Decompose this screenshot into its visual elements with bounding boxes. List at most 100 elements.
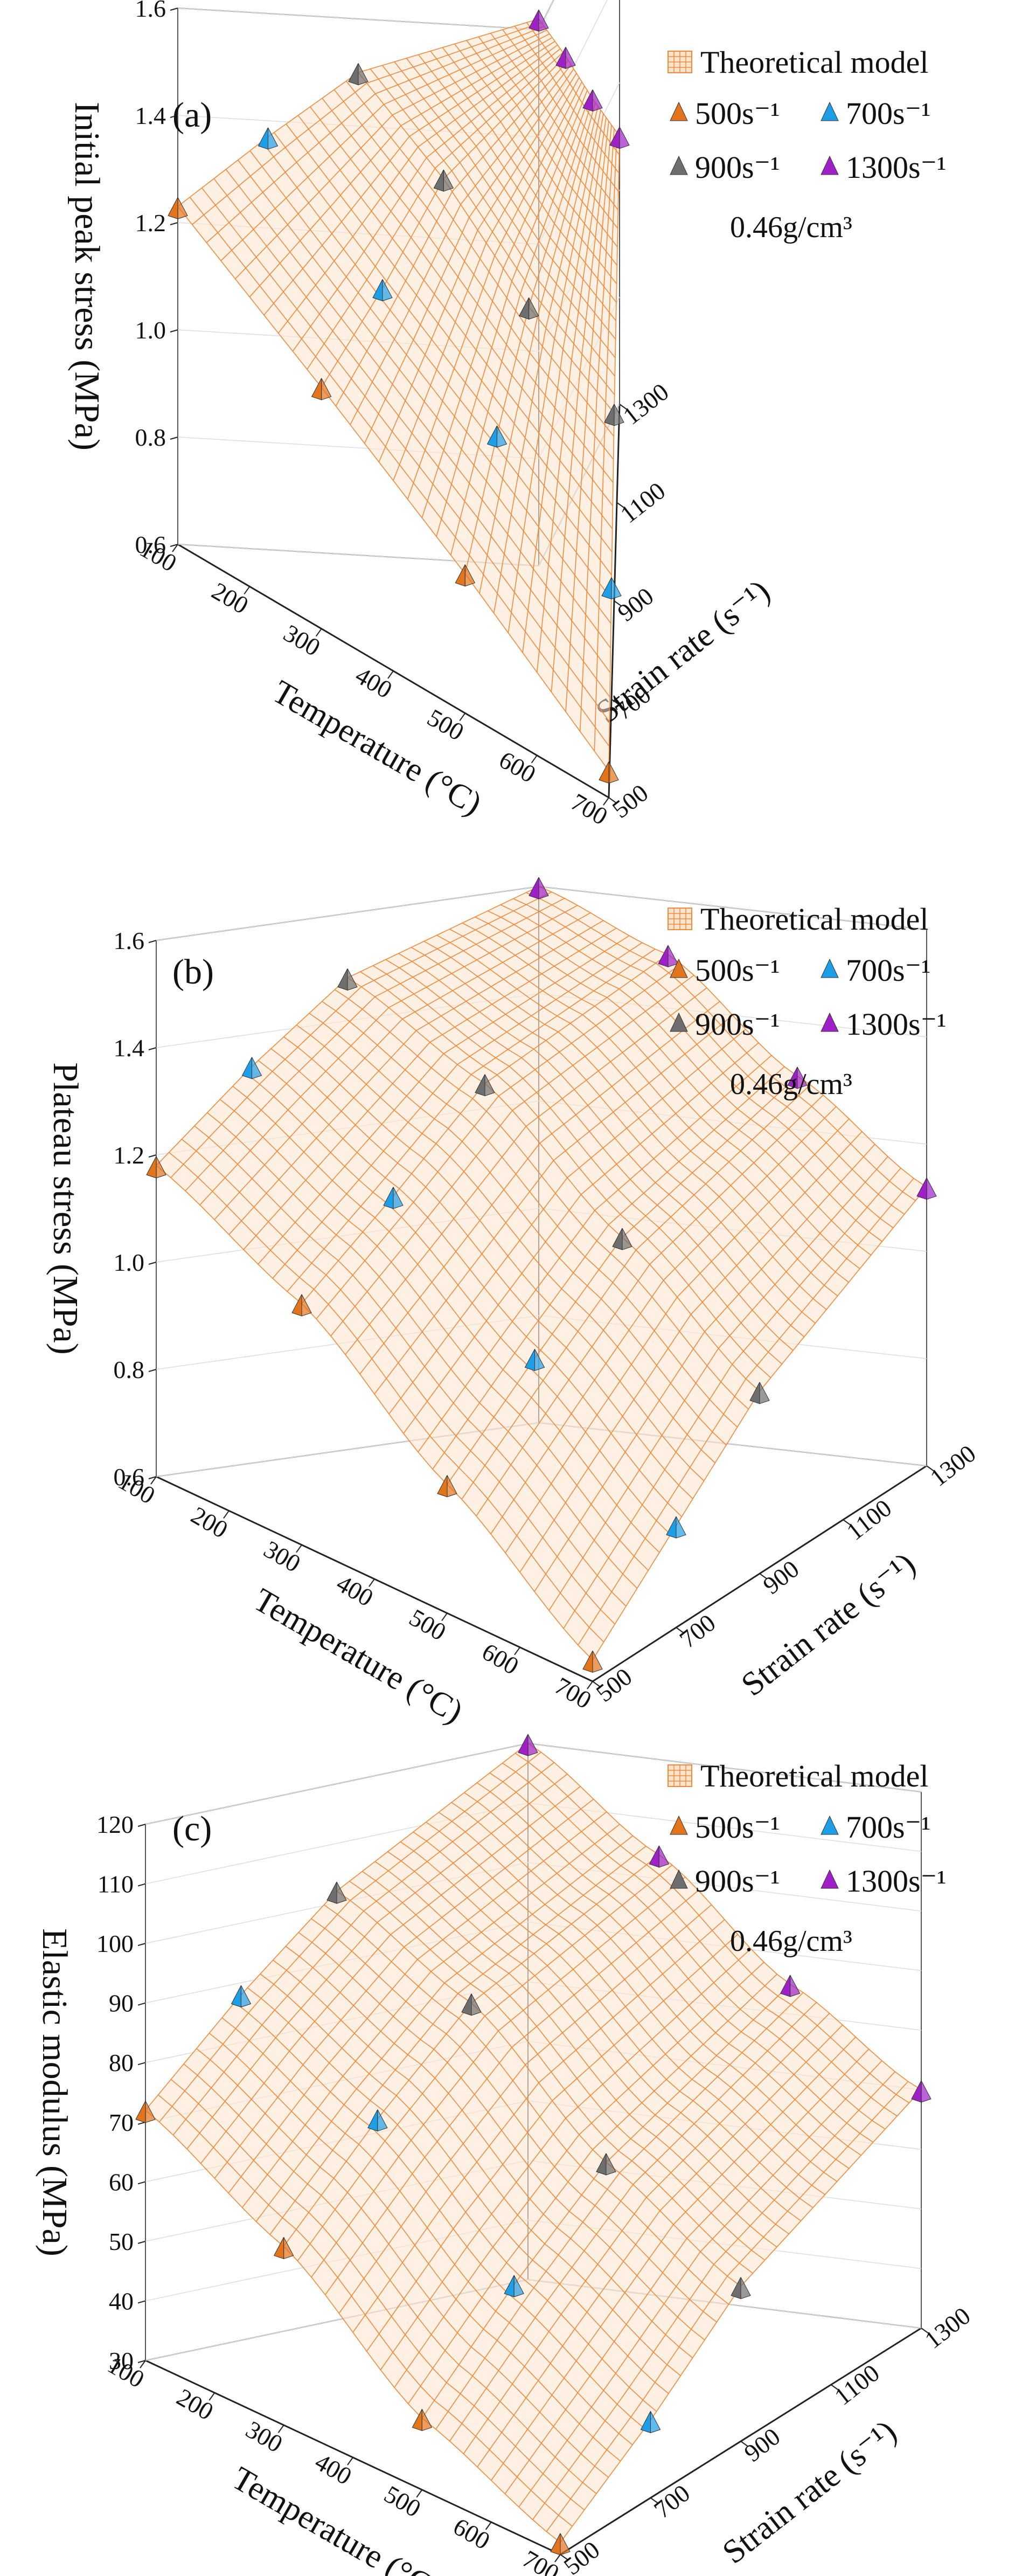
surface-mesh-line xyxy=(526,892,916,1201)
surface-mesh-line xyxy=(196,2048,609,2478)
z-tick-mark xyxy=(137,2181,146,2185)
z-tick-mark xyxy=(170,544,178,547)
legend-marker-900 xyxy=(670,155,688,175)
legend-surface-swatch xyxy=(668,1764,692,1787)
marker-face-right xyxy=(268,127,279,150)
surface-mesh-line xyxy=(333,89,614,460)
data-point-700-T500 xyxy=(504,2275,524,2297)
z-tick-label: 40 xyxy=(109,2287,134,2315)
surface-mesh-line xyxy=(298,1932,705,2340)
legend-marker-700 xyxy=(821,958,839,978)
marker-face-right xyxy=(658,1845,670,1868)
z-tick-label: 100 xyxy=(96,1930,134,1957)
y-tick-mark xyxy=(614,600,622,607)
surface-mesh-line xyxy=(374,1861,777,2248)
marker-face-right xyxy=(759,1382,770,1404)
z-tick-label: 1.0 xyxy=(114,1249,145,1276)
y-tick-mark xyxy=(592,1681,601,1687)
data-point-500-T500 xyxy=(455,564,476,587)
surface-mesh-line xyxy=(260,1973,669,2394)
z-tick-label: 0.6 xyxy=(135,531,166,558)
surface-mesh-line xyxy=(183,2063,597,2494)
marker-face-right xyxy=(252,1057,262,1079)
z-tick-label: 0.6 xyxy=(114,1463,145,1491)
surface-mesh-line xyxy=(194,1125,627,1607)
surface-mesh-line xyxy=(286,123,613,552)
marker-face-right xyxy=(347,968,358,991)
surface-mesh-line xyxy=(322,98,614,483)
legend-marker-500 xyxy=(670,958,688,978)
surface-mesh-line xyxy=(145,2110,561,2543)
surface-mesh-line xyxy=(213,178,610,698)
surface-mesh-line xyxy=(527,1743,922,2090)
legend-label-900: 900s⁻¹ xyxy=(695,150,780,185)
surface-mesh-line xyxy=(430,51,617,303)
surface-mesh-line xyxy=(454,43,617,266)
x-tick-mark xyxy=(277,2425,284,2433)
marker-face-right xyxy=(619,127,630,149)
data-markers xyxy=(168,9,630,784)
z-tick-mark xyxy=(148,940,157,943)
data-point-900-T500 xyxy=(612,1228,632,1250)
data-point-900-T100 xyxy=(326,1881,347,1904)
marker-face-right xyxy=(592,89,603,112)
y-tick-mark xyxy=(616,502,625,509)
marker-face-right xyxy=(921,2080,931,2103)
data-point-900-T300 xyxy=(433,169,454,192)
surface-mesh-line xyxy=(311,1918,717,2323)
marker-face-right xyxy=(301,1294,312,1317)
surface-mesh-line xyxy=(177,206,609,771)
data-point-900-T700 xyxy=(749,1382,770,1404)
data-point-700-T700 xyxy=(666,1516,686,1539)
y-tick-mark xyxy=(926,1465,935,1472)
x-tick-mark xyxy=(208,2392,215,2401)
surface-mesh-line xyxy=(309,1013,727,1445)
data-point-700-T300 xyxy=(367,2109,388,2132)
z-tick-label: 1.6 xyxy=(114,927,145,954)
z-gridline xyxy=(156,886,539,941)
data-point-700-T700 xyxy=(601,577,622,600)
z-tick-mark xyxy=(170,329,178,333)
x-tick-mark xyxy=(416,2489,423,2498)
legend-label-900: 900s⁻¹ xyxy=(695,1864,780,1899)
surface-mesh-line xyxy=(322,1001,738,1428)
surface-mesh-line xyxy=(334,989,749,1410)
z-gridline xyxy=(538,0,554,30)
data-point-1300-T500 xyxy=(787,1067,808,1089)
legend: Theoretical model 500s⁻¹ 700s⁻¹ 900s⁻¹ 1300s… xyxy=(668,902,947,1101)
data-point-1300-T700 xyxy=(916,1178,937,1200)
marker-face-right xyxy=(443,169,454,192)
surface-mesh-line xyxy=(247,1987,657,2412)
surface-mesh-line xyxy=(273,1959,681,2376)
surface-mesh-line xyxy=(283,1036,705,1481)
surface-mesh-line xyxy=(297,115,613,529)
surface-mesh-line xyxy=(285,1945,693,2358)
surface-mesh-line xyxy=(526,22,620,155)
surface-mesh-line xyxy=(475,916,872,1256)
surface-mesh-line xyxy=(219,1099,649,1571)
data-point-900-T500 xyxy=(518,297,539,320)
surface-mesh-line xyxy=(261,141,612,599)
z-tick-mark xyxy=(148,1047,157,1050)
z-tick-label: 90 xyxy=(109,1990,134,2017)
surface-mesh-line xyxy=(438,1812,838,2182)
surface-mesh-line xyxy=(478,36,618,229)
y-tick-mark xyxy=(608,797,617,804)
z-tick-mark xyxy=(170,8,178,11)
marker-face-right xyxy=(377,2109,388,2132)
legend-marker-500 xyxy=(670,1815,688,1835)
surface-mesh-line xyxy=(234,2002,645,2429)
surface-mesh-line xyxy=(464,1792,861,2156)
legend-marker-500 xyxy=(670,101,688,121)
surface-mesh-line xyxy=(413,1831,814,2208)
z-gridline xyxy=(538,886,927,930)
z-tick-mark xyxy=(148,1476,157,1479)
legend-marker-1300 xyxy=(821,1012,839,1032)
x-tick-mark xyxy=(587,1681,593,1689)
surface-mesh-line xyxy=(514,25,620,174)
marker-face-right xyxy=(611,577,622,600)
surface-mesh-line xyxy=(489,1772,886,2130)
z-tick-mark xyxy=(170,222,178,225)
surface-mesh-line xyxy=(423,940,827,1310)
